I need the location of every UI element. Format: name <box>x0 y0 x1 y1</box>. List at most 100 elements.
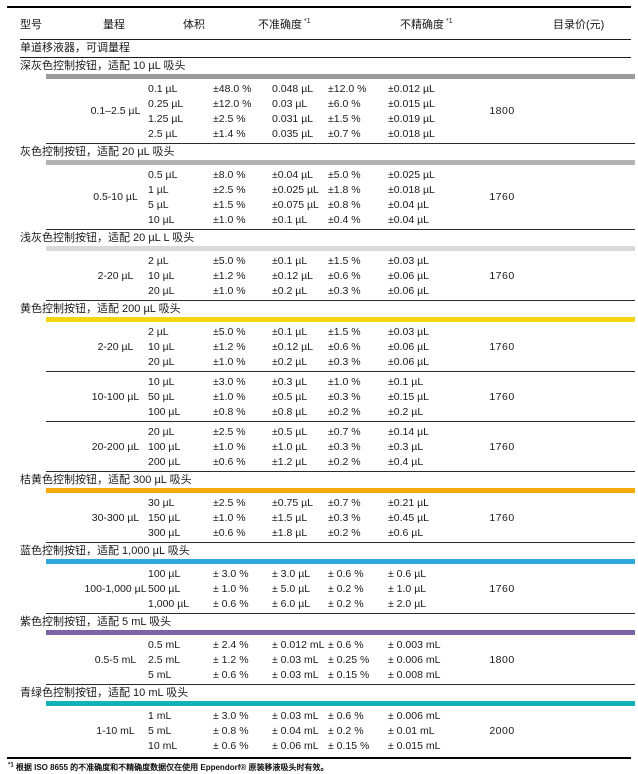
footnote-marker: *1 <box>446 17 453 25</box>
data-row: 1.25 µL ±2.5 % 0.031 µL ±1.5 % ±0.019 µL <box>148 111 472 126</box>
data-row: 50 µL ±1.0 % ±0.5 µL ±0.3 % ±0.15 µL <box>148 389 472 404</box>
imprecision-percent: ±0.2 % <box>328 526 361 539</box>
model-cell <box>20 81 83 141</box>
imprecision-absolute: ± 0.01 mL <box>388 724 435 737</box>
inaccuracy-percent: ± 0.8 % <box>213 724 249 737</box>
group-rows: 10 µL ±3.0 % ±0.3 µL ±1.0 % ±0.1 µL 50 µ… <box>148 374 472 419</box>
inaccuracy-percent: ±8.0 % <box>213 168 246 181</box>
volume-value: 500 µL <box>148 582 181 595</box>
imprecision-absolute: ±0.018 µL <box>388 183 435 196</box>
inaccuracy-absolute: ±0.1 µL <box>272 213 308 226</box>
imprecision-percent: ± 0.6 % <box>328 638 364 651</box>
category-header: 单道移液器，可调量程 <box>20 42 130 54</box>
price-cell: 1800 <box>489 105 515 117</box>
volume-value: 2 µL <box>148 325 169 338</box>
inaccuracy-absolute: ±0.2 µL <box>272 355 308 368</box>
inaccuracy-percent: ±5.0 % <box>213 254 246 267</box>
volume-value: 10 mL <box>148 739 178 752</box>
volume-value: 10 µL <box>148 340 175 353</box>
inaccuracy-absolute: ± 0.04 mL <box>272 724 319 737</box>
inaccuracy-absolute: 0.03 µL <box>272 97 308 110</box>
inaccuracy-absolute: ± 3.0 µL <box>272 567 311 580</box>
data-row: 300 µL ±0.6 % ±1.8 µL ±0.2 % ±0.6 µL <box>148 525 472 540</box>
inaccuracy-percent: ±2.5 % <box>213 183 246 196</box>
inaccuracy-percent: ±1.0 % <box>213 511 246 524</box>
section-color-bar <box>46 701 635 706</box>
section-groups: 2-20 µL 2 µL ±5.0 % ±0.1 µL ±1.5 % ±0.03… <box>0 251 638 300</box>
imprecision-percent: ±0.4 % <box>328 213 361 226</box>
section-color-bar <box>46 630 635 635</box>
section-color-bar <box>46 74 635 79</box>
data-row: 20 µL ±1.0 % ±0.2 µL ±0.3 % ±0.06 µL <box>148 354 472 369</box>
data-row: 2 µL ±5.0 % ±0.1 µL ±1.5 % ±0.03 µL <box>148 324 472 339</box>
imprecision-percent: ±1.0 % <box>328 375 361 388</box>
imprecision-absolute: ±0.025 µL <box>388 168 435 181</box>
inaccuracy-absolute: ±0.12 µL <box>272 340 314 353</box>
header-imprecision: 不精确度 *1 <box>400 17 453 31</box>
header-price: 目录价(元) <box>553 18 605 31</box>
range-cell: 1-10 mL <box>96 724 135 737</box>
data-row: 0.25 µL ±12.0 % 0.03 µL ±6.0 % ±0.015 µL <box>148 96 472 111</box>
volume-value: 5 mL <box>148 668 172 681</box>
volume-group-row: 2-20 µL 2 µL ±5.0 % ±0.1 µL ±1.5 % ±0.03… <box>20 251 631 300</box>
volume-value: 100 µL <box>148 567 181 580</box>
imprecision-percent: ±0.6 % <box>328 340 361 353</box>
inaccuracy-absolute: ±0.8 µL <box>272 405 308 418</box>
section-title: 蓝色控制按钮，适配 1,000 µL 吸头 <box>20 545 190 557</box>
volume-group-row: 100-1,000 µL 100 µL ± 3.0 % ± 3.0 µL ± 0… <box>20 564 631 613</box>
pipette-section: 青绿色控制按钮，适配 10 mL 吸头 1-10 mL 1 mL ± 3.0 %… <box>0 687 638 755</box>
imprecision-absolute: ±0.14 µL <box>388 425 430 438</box>
data-row: 10 µL ±1.2 % ±0.12 µL ±0.6 % ±0.06 µL <box>148 339 472 354</box>
price-cell: 1760 <box>489 440 515 453</box>
volume-value: 20 µL <box>148 425 175 438</box>
inaccuracy-absolute: ±0.2 µL <box>272 284 308 297</box>
imprecision-absolute: ±0.21 µL <box>388 496 430 509</box>
inaccuracy-percent: ±48.0 % <box>213 82 252 95</box>
imprecision-absolute: ± 0.015 mL <box>388 739 441 752</box>
volume-group-row: 0.5-5 mL 0.5 mL ± 2.4 % ± 0.012 mL ± 0.6… <box>20 635 631 684</box>
imprecision-percent: ± 0.2 % <box>328 597 364 610</box>
price-cell: 1760 <box>489 582 515 595</box>
separator-line <box>46 371 635 372</box>
section-groups: 100-1,000 µL 100 µL ± 3.0 % ± 3.0 µL ± 0… <box>0 564 638 613</box>
imprecision-absolute: ±0.015 µL <box>388 97 435 110</box>
imprecision-absolute: ±0.45 µL <box>388 511 430 524</box>
header-model: 型号 <box>20 18 42 31</box>
volume-group-row: 1-10 mL 1 mL ± 3.0 % ± 0.03 mL ± 0.6 % ±… <box>20 706 631 755</box>
data-row: 10 µL ±1.2 % ±0.12 µL ±0.6 % ±0.06 µL <box>148 268 472 283</box>
data-row: 2.5 mL ± 1.2 % ± 0.03 mL ± 0.25 % ± 0.00… <box>148 652 472 667</box>
volume-value: 30 µL <box>148 496 175 509</box>
volume-value: 100 µL <box>148 440 181 453</box>
imprecision-percent: ± 0.6 % <box>328 709 364 722</box>
volume-value: 2.5 µL <box>148 127 178 140</box>
volume-value: 1,000 µL <box>148 597 190 610</box>
range-cell: 2-20 µL <box>97 269 134 282</box>
data-row: 10 µL ±1.0 % ±0.1 µL ±0.4 % ±0.04 µL <box>148 212 472 227</box>
section-groups: 0.1–2.5 µL 0.1 µL ±48.0 % 0.048 µL ±12.0… <box>0 79 638 143</box>
section-title: 灰色控制按钮，适配 20 µL 吸头 <box>20 146 175 158</box>
footnote-marker: *1 <box>8 762 14 769</box>
inaccuracy-percent: ±1.0 % <box>213 284 246 297</box>
section-color-bar <box>46 488 635 493</box>
price-cell: 2000 <box>489 724 515 737</box>
range-cell: 20-200 µL <box>91 440 140 453</box>
sections: 深灰色控制按钮，适配 10 µL 吸头 0.1–2.5 µL 0.1 µL ±4… <box>0 60 638 755</box>
price-cell: 1760 <box>489 269 515 282</box>
footnote-marker: *1 <box>304 17 311 25</box>
data-row: 1 mL ± 3.0 % ± 0.03 mL ± 0.6 % ± 0.006 m… <box>148 708 472 723</box>
inaccuracy-percent: ±1.0 % <box>213 390 246 403</box>
inaccuracy-absolute: 0.031 µL <box>272 112 314 125</box>
imprecision-percent: ± 0.2 % <box>328 582 364 595</box>
volume-value: 20 µL <box>148 355 175 368</box>
data-row: 10 mL ± 0.6 % ± 0.06 mL ± 0.15 % ± 0.015… <box>148 738 472 753</box>
imprecision-absolute: ± 0.006 mL <box>388 653 441 666</box>
inaccuracy-absolute: ± 0.06 mL <box>272 739 319 752</box>
range-cell: 0.5-10 µL <box>93 191 138 203</box>
imprecision-absolute: ±0.018 µL <box>388 127 435 140</box>
inaccuracy-absolute: ± 5.0 µL <box>272 582 311 595</box>
imprecision-absolute: ±0.15 µL <box>388 390 430 403</box>
inaccuracy-percent: ±0.8 % <box>213 405 246 418</box>
volume-value: 1.25 µL <box>148 112 184 125</box>
section-title: 青绿色控制按钮，适配 10 mL 吸头 <box>20 687 189 699</box>
filler-cell <box>532 81 631 141</box>
